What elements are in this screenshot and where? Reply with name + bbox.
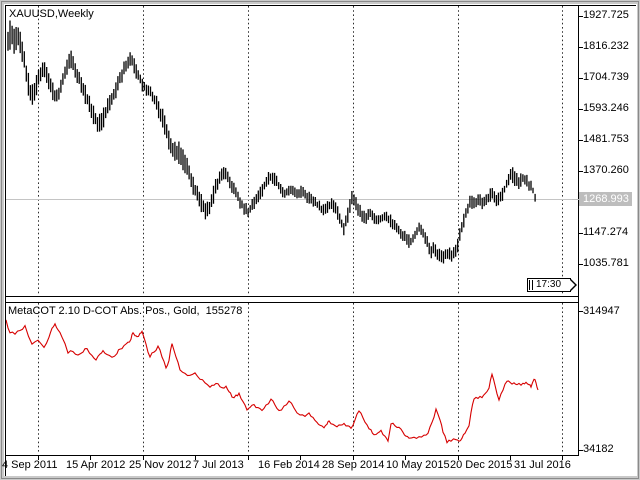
time-axis-tick	[90, 456, 91, 460]
price-axis-tick	[578, 16, 583, 17]
indicator-panel-top-line[interactable]	[5, 302, 579, 303]
price-axis-label: 1816.232	[583, 40, 629, 52]
price-axis-tick	[578, 47, 583, 48]
indicator-axis-min-label: 34182	[583, 443, 614, 455]
current-price-value: 1268.993	[583, 193, 629, 205]
time-axis-label: 7 Jul 2013	[193, 459, 244, 471]
chart-border-top	[5, 5, 636, 6]
time-axis-tick	[143, 456, 144, 460]
price-axis-label: 1927.725	[583, 9, 629, 21]
symbol-period-label: XAUUSD,Weekly	[9, 8, 94, 20]
price-axis-label: 1704.739	[583, 71, 629, 83]
time-axis-label: 25 Nov 2012	[129, 459, 192, 471]
indicator-axis-max-tick	[578, 311, 583, 312]
countdown-grip	[529, 280, 533, 290]
time-axis-label: 15 Apr 2012	[66, 459, 126, 471]
current-price-tick	[572, 199, 579, 200]
main-chart-bottom-line	[5, 296, 579, 297]
indicator-axis-max-label: 314947	[583, 305, 620, 317]
price-axis-label: 1370.260	[583, 164, 629, 176]
time-axis-label: 28 Sep 2014	[322, 459, 385, 471]
time-axis-tick	[300, 456, 301, 460]
price-axis-label: 1481.753	[583, 133, 629, 145]
time-axis-label: 20 Dec 2015	[450, 459, 513, 471]
time-axis-label: 16 Feb 2014	[258, 459, 320, 471]
time-axis-tick	[510, 456, 511, 460]
price-axis-tick	[578, 78, 583, 79]
price-axis-tick	[578, 171, 583, 172]
time-axis-label: 10 May 2015	[386, 459, 450, 471]
price-axis-tick	[578, 264, 583, 265]
time-axis-tick	[248, 456, 249, 460]
time-axis-tick	[458, 456, 459, 460]
countdown-text: 17:30	[536, 279, 562, 290]
time-axis-tick	[195, 456, 196, 460]
time-axis-tick	[405, 456, 406, 460]
price-axis-label: 1593.246	[583, 102, 629, 114]
chart-border-left	[5, 5, 6, 476]
time-axis-label: 4 Sep 2011	[2, 459, 58, 471]
time-axis-line[interactable]	[5, 455, 579, 456]
price-axis-tick	[578, 140, 583, 141]
chart-client-area	[4, 4, 637, 476]
candle-countdown-tag[interactable]: 17:30	[527, 278, 577, 292]
indicator-name-label: MetaCOT 2.10 D-COT Abs. Pos., Gold, 1552…	[8, 305, 243, 317]
price-axis-label: 1035.781	[583, 257, 629, 269]
time-axis-tick	[562, 456, 563, 460]
price-axis-tick	[578, 109, 583, 110]
price-axis-line[interactable]	[578, 5, 579, 455]
countdown-arrow-icon-inner	[570, 280, 575, 290]
time-axis-tick	[353, 456, 354, 460]
time-axis-label: 31 Jul 2016	[514, 459, 571, 471]
indicator-axis-min-tick	[578, 450, 583, 451]
price-axis-tick	[578, 233, 583, 234]
current-price-tag: 1268.993	[579, 192, 632, 206]
time-axis-tick	[38, 456, 39, 460]
price-axis-label: 1147.274	[583, 226, 629, 238]
